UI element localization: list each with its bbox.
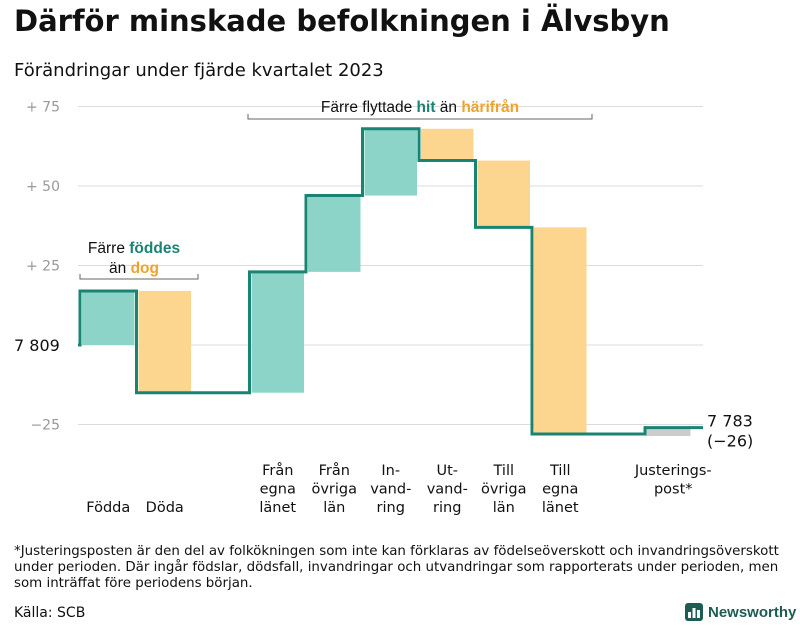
bar-adjustment bbox=[646, 427, 691, 437]
y-tick-label: −25 bbox=[30, 418, 60, 434]
bar-increase bbox=[82, 290, 135, 345]
category-label: Justerings- bbox=[634, 463, 712, 479]
start-value-label: 7 809 bbox=[14, 336, 60, 355]
label-layer: + 75 + 50 + 25 −25 7 809 Födda Döda Från egna län… bbox=[14, 100, 753, 517]
annotation-bracket bbox=[247, 114, 593, 120]
end-change-label: (−26) bbox=[707, 432, 753, 451]
step-line bbox=[78, 127, 703, 436]
annotation-migration: Färre flyttade hit än härifrån bbox=[321, 99, 519, 116]
category-label: Ut- bbox=[436, 463, 458, 479]
bar-decrease bbox=[138, 290, 191, 393]
category-label: egna bbox=[542, 482, 578, 498]
newsworthy-icon bbox=[685, 603, 703, 621]
category-label: länet bbox=[259, 500, 296, 516]
category-label: vand- bbox=[370, 482, 411, 498]
bar-increase bbox=[308, 195, 361, 272]
bar-layer bbox=[82, 128, 691, 437]
annotation-layer: Färre föddes än dog Färre flyttade hit än … bbox=[79, 99, 593, 280]
category-label: övriga bbox=[481, 482, 527, 498]
category-label: post* bbox=[654, 482, 693, 498]
category-label: ring bbox=[377, 500, 405, 516]
bar-decrease bbox=[421, 128, 474, 161]
y-tick-label: + 50 bbox=[26, 179, 60, 195]
annotation-bracket bbox=[79, 274, 199, 280]
category-label: ring bbox=[433, 500, 461, 516]
footnote: *Justeringsposten är den del av folkökni… bbox=[14, 544, 779, 591]
y-tick-label: + 75 bbox=[26, 100, 60, 116]
category-label: Från bbox=[262, 462, 293, 479]
brand-name: Newsworthy bbox=[708, 603, 797, 621]
bar-decrease bbox=[534, 227, 587, 435]
y-tick-label: + 25 bbox=[26, 259, 60, 275]
category-label: Till bbox=[549, 463, 571, 479]
source-label: Källa: SCB bbox=[14, 605, 86, 621]
category-label: Döda bbox=[146, 500, 184, 516]
chart-title: Därför minskade befolkningen i Älvsbyn bbox=[14, 4, 670, 38]
category-label: Födda bbox=[86, 500, 130, 516]
category-label: län bbox=[323, 500, 345, 516]
category-label: Till bbox=[493, 463, 515, 479]
end-value-label: 7 783 bbox=[707, 412, 753, 431]
annotation-births-deaths-line2: än dog bbox=[109, 260, 159, 277]
bar-decrease bbox=[477, 160, 530, 228]
chart-subtitle: Förändringar under fjärde kvartalet 2023 bbox=[14, 60, 384, 81]
category-label: län bbox=[493, 500, 515, 516]
category-label: Från bbox=[319, 462, 350, 479]
brand-logo: Newsworthy bbox=[685, 603, 796, 621]
bar-increase bbox=[251, 271, 304, 393]
bar-increase bbox=[364, 128, 417, 196]
line-layer bbox=[78, 127, 703, 436]
category-label: egna bbox=[260, 482, 296, 498]
waterfall-chart: Färre föddes än dog Färre flyttade hit än … bbox=[14, 99, 753, 517]
category-label: övriga bbox=[311, 482, 357, 498]
category-label: In- bbox=[381, 463, 400, 479]
category-label: länet bbox=[542, 500, 579, 516]
annotation-births-deaths: Färre föddes bbox=[88, 240, 180, 257]
category-label: vand- bbox=[427, 482, 468, 498]
